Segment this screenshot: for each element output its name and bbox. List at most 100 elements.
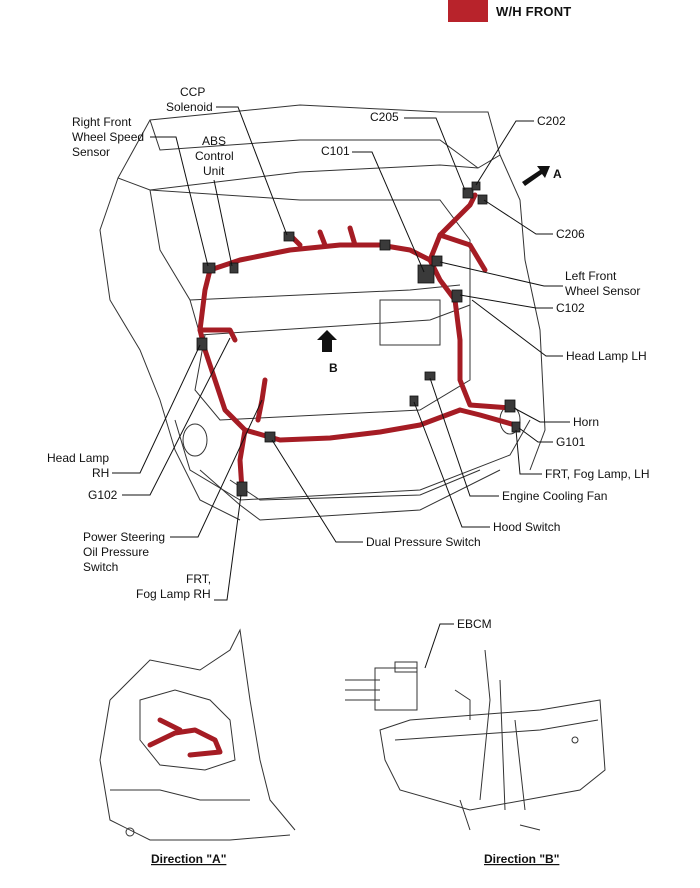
inset-b-grommet bbox=[571, 736, 579, 744]
right-fog-lamp-housing bbox=[182, 423, 208, 457]
label-ccp-solenoid-1: CCP bbox=[180, 85, 205, 99]
harness-upper-run bbox=[207, 242, 433, 273]
label-head-lamp-lh: Head Lamp LH bbox=[566, 349, 647, 363]
engine-cavity bbox=[194, 305, 471, 421]
inset-b-pipes bbox=[479, 649, 526, 811]
connector-engine-cooling-fan bbox=[424, 371, 436, 381]
connector-hood-switch bbox=[409, 395, 419, 407]
left-fender bbox=[499, 154, 546, 471]
harness-front-cross bbox=[242, 407, 463, 443]
label-lf-wheel-2: Wheel Sensor bbox=[565, 284, 640, 298]
harness-to-c202 bbox=[427, 192, 478, 263]
ebcm-connector bbox=[394, 661, 418, 673]
label-ebcm: EBCM bbox=[457, 617, 492, 631]
leader-dual-pressure-switch bbox=[271, 439, 363, 543]
label-abs-2: Control bbox=[195, 149, 234, 163]
leader-rf-wheel bbox=[150, 136, 209, 267]
arrow-b-label: B bbox=[329, 361, 338, 375]
callouts: CCP Solenoid Right Front Wheel Speed Sen… bbox=[47, 85, 649, 601]
front-harness bbox=[197, 192, 518, 493]
legend-swatch bbox=[448, 0, 488, 22]
label-head-lamp-rh-1: Head Lamp bbox=[47, 451, 109, 465]
label-frt-fog-lamp-rh-2: Fog Lamp RH bbox=[136, 587, 211, 601]
leader-frt-fog-lamp-lh bbox=[515, 429, 542, 475]
label-c101: C101 bbox=[321, 144, 350, 158]
label-c102: C102 bbox=[556, 301, 585, 315]
legend-label: W/H FRONT bbox=[496, 3, 572, 19]
connector-abs bbox=[229, 262, 239, 274]
label-abs-1: ABS bbox=[202, 134, 226, 148]
label-engine-cooling-fan: Engine Cooling Fan bbox=[502, 489, 607, 503]
label-frt-fog-lamp-rh-1: FRT, bbox=[186, 572, 211, 586]
direction-arrows: A B bbox=[317, 166, 562, 375]
connector-horn bbox=[504, 399, 516, 413]
connector-fog-lamp-rh bbox=[236, 481, 248, 497]
connector-c101 bbox=[417, 264, 435, 284]
hood-outline bbox=[117, 104, 501, 191]
label-ps-switch-1: Power Steering bbox=[83, 530, 165, 544]
label-g102: G102 bbox=[88, 488, 118, 502]
direction-b-inset: EBCM Direction "B" bbox=[345, 617, 606, 866]
leader-c101 bbox=[352, 151, 425, 273]
label-ps-switch-2: Oil Pressure bbox=[83, 545, 149, 559]
inset-a-panel-line bbox=[110, 789, 250, 801]
label-rf-wheel-3: Sensor bbox=[72, 145, 110, 159]
leader-ebcm bbox=[424, 623, 454, 669]
inset-a-harness bbox=[147, 727, 223, 758]
front-bumper-lower bbox=[199, 469, 501, 521]
leader-engine-cooling-fan bbox=[429, 377, 499, 497]
label-lf-wheel-1: Left Front bbox=[565, 269, 617, 283]
hood-inner-edge bbox=[149, 119, 479, 169]
connector-c206 bbox=[477, 194, 488, 205]
battery-area bbox=[379, 299, 441, 346]
inset-b-brake-lines bbox=[345, 679, 380, 701]
label-g101: G101 bbox=[556, 435, 586, 449]
label-head-lamp-rh-2: RH bbox=[92, 466, 109, 480]
arrow-a-icon bbox=[522, 166, 550, 186]
harness-fog-lh-branch bbox=[457, 407, 518, 428]
label-ps-switch-3: Switch bbox=[83, 560, 118, 574]
inset-b-bulkhead-line bbox=[394, 719, 599, 741]
front-bumper-upper bbox=[174, 419, 531, 501]
leader-c205 bbox=[404, 117, 466, 191]
leader-head-lamp-lh bbox=[471, 299, 563, 357]
leader-frt-fog-lamp-rh bbox=[214, 494, 242, 601]
harness-ccp-branches bbox=[287, 225, 358, 248]
legend: W/H FRONT bbox=[448, 0, 571, 22]
leader-ps-switch bbox=[170, 399, 263, 538]
connector-left-wheel-sensor bbox=[431, 255, 443, 267]
harness-head-lamp-rh-branch bbox=[197, 327, 238, 343]
vehicle-front-illustration bbox=[99, 104, 546, 521]
inset-a-harness-branch bbox=[157, 717, 183, 733]
label-frt-fog-lamp-lh: FRT, Fog Lamp, LH bbox=[545, 467, 649, 481]
leader-c202 bbox=[475, 120, 534, 186]
label-dual-pressure-switch: Dual Pressure Switch bbox=[366, 535, 481, 549]
arrow-a-label: A bbox=[553, 167, 562, 181]
engine-bay-frame bbox=[149, 189, 471, 336]
right-fender bbox=[99, 177, 241, 521]
inset-a-outline-bottom bbox=[99, 699, 291, 841]
leader-head-lamp-rh bbox=[112, 344, 201, 474]
arrow-b-icon bbox=[317, 330, 337, 352]
connector-ccp bbox=[283, 231, 295, 242]
connector-c102 bbox=[451, 289, 463, 303]
caption-direction-a: Direction "A" bbox=[151, 852, 226, 866]
connector-right-wheel-speed bbox=[202, 262, 216, 274]
leader-hood-switch bbox=[413, 401, 490, 528]
bumper-grille-line bbox=[229, 469, 481, 501]
inset-b-hoses bbox=[454, 689, 541, 831]
inset-a-bolt bbox=[125, 827, 135, 837]
label-horn: Horn bbox=[573, 415, 599, 429]
inset-a-bracket bbox=[139, 689, 236, 771]
connector-c202 bbox=[471, 181, 481, 191]
harness-left-side bbox=[427, 257, 513, 411]
label-ccp-solenoid-2: Solenoid bbox=[166, 100, 213, 114]
leader-c206 bbox=[483, 199, 553, 235]
leader-g101 bbox=[518, 427, 553, 443]
connectors bbox=[196, 181, 521, 497]
leader-horn bbox=[513, 407, 570, 423]
ebcm-module bbox=[374, 667, 418, 711]
caption-direction-b: Direction "B" bbox=[484, 852, 559, 866]
connector-c101-near bbox=[379, 239, 391, 251]
